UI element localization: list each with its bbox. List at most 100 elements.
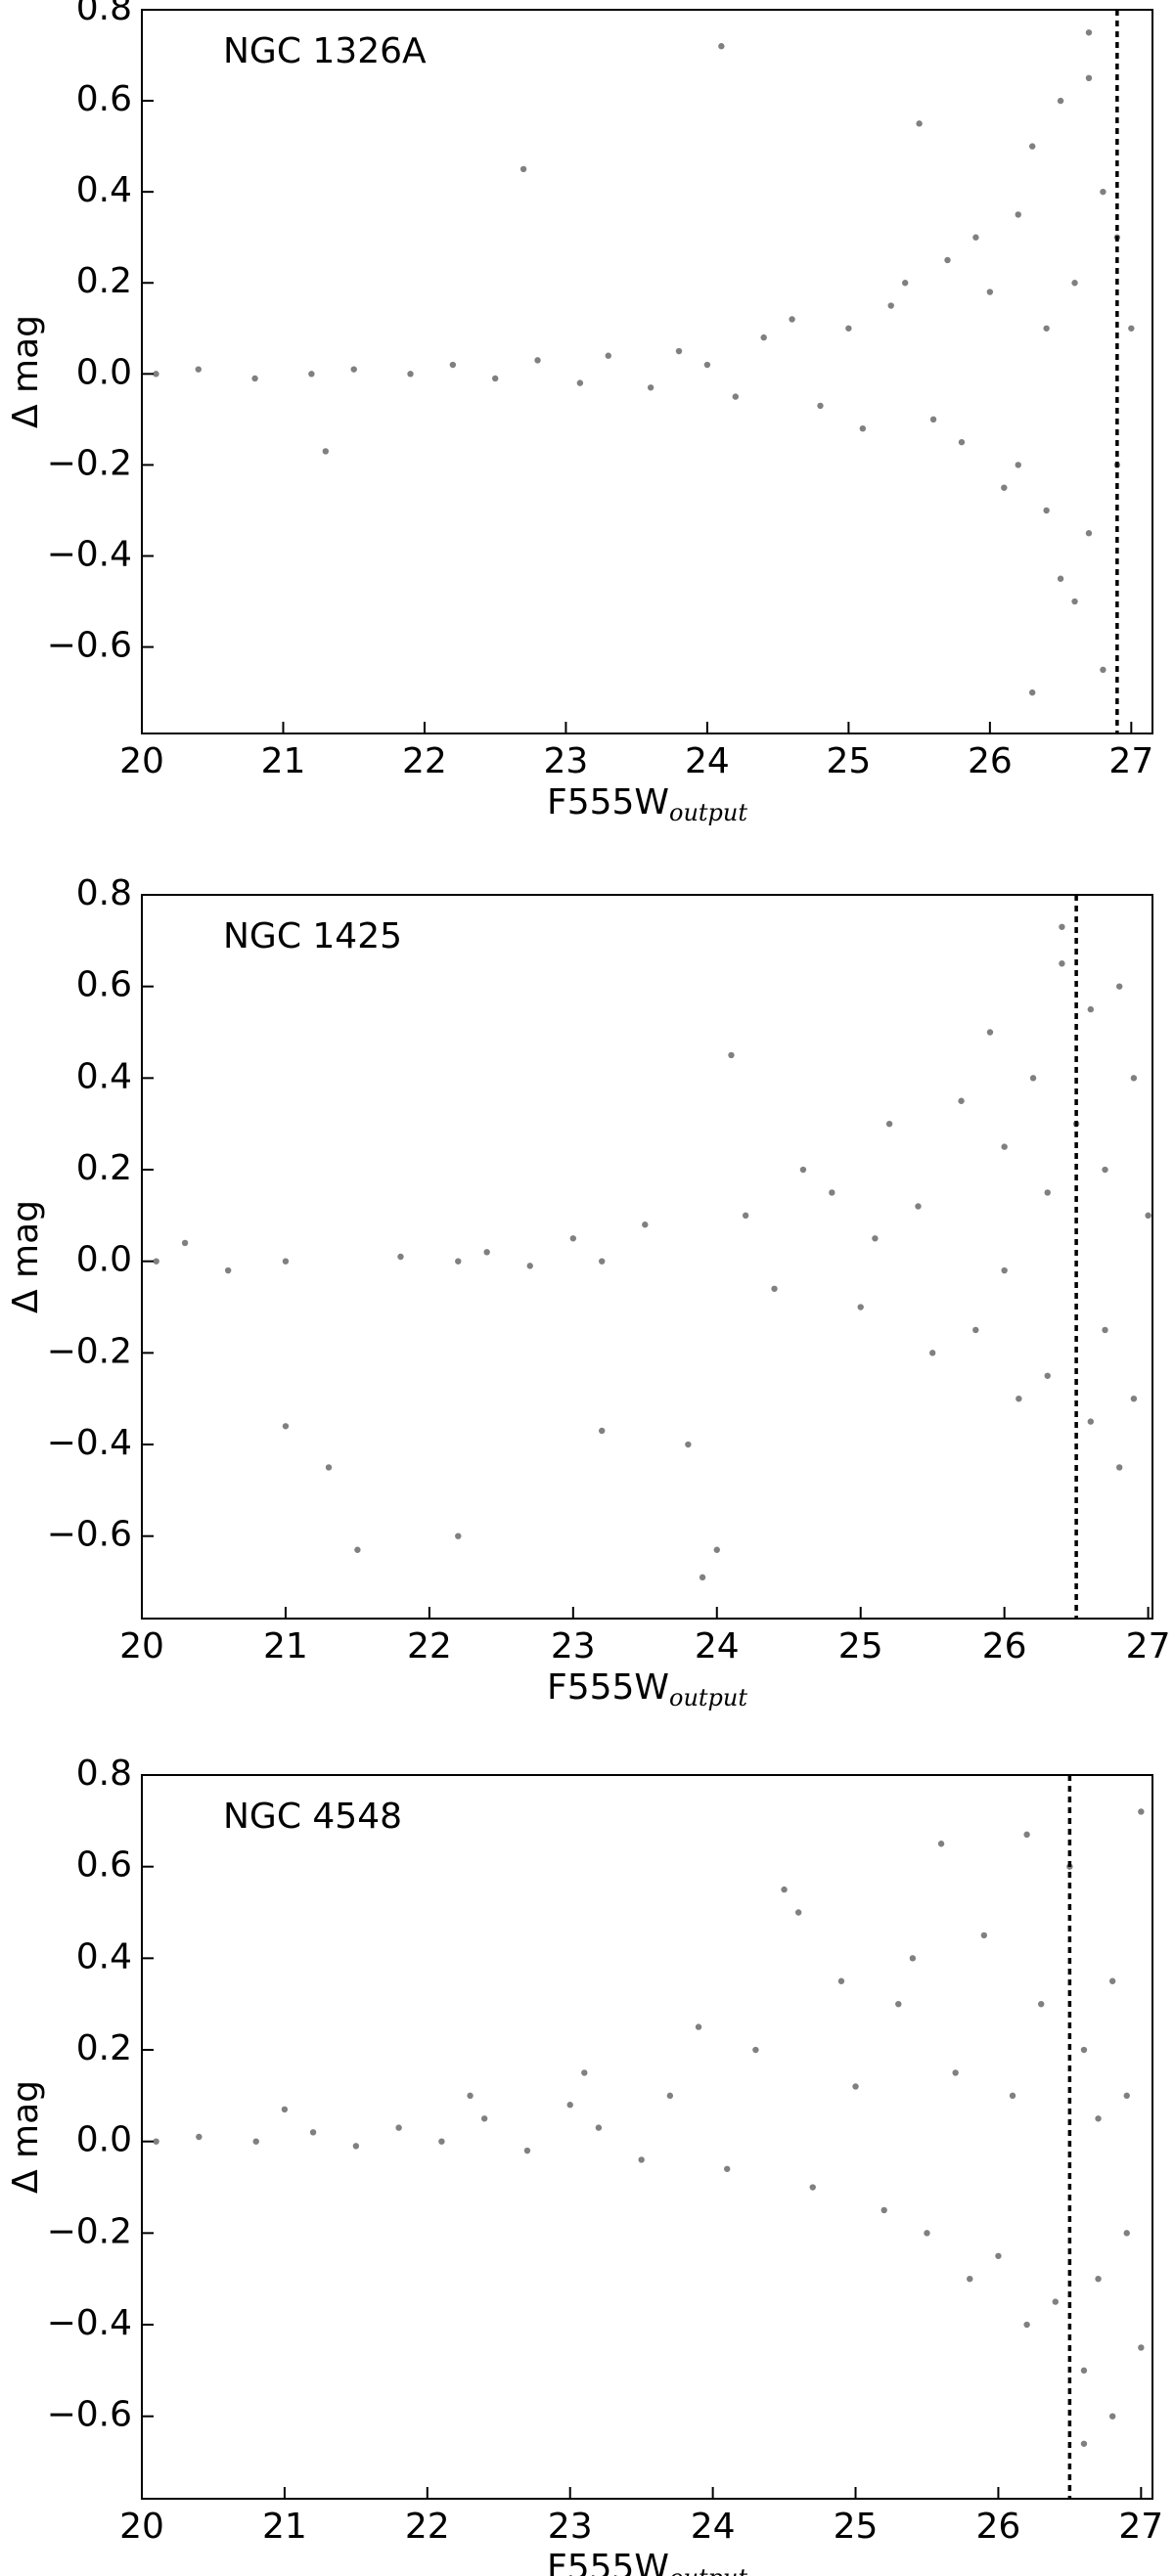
x-axis-label: F555Woutput xyxy=(547,782,747,826)
x-axis-label-sub: output xyxy=(669,799,747,826)
y-tick-label: 0.6 xyxy=(76,79,132,119)
point xyxy=(915,1203,922,1210)
point xyxy=(642,1221,649,1228)
point xyxy=(1095,2115,1102,2122)
x-tick-label: 20 xyxy=(119,741,164,781)
x-axis-label-sub: output xyxy=(669,1684,747,1711)
point xyxy=(1028,143,1036,150)
plot-frame xyxy=(141,1774,1153,2500)
point xyxy=(845,325,852,332)
x-tick-label: 20 xyxy=(119,1626,164,1666)
point xyxy=(952,2069,959,2076)
point xyxy=(967,2275,973,2283)
point xyxy=(799,1166,807,1174)
point xyxy=(781,1886,788,1893)
point xyxy=(972,1326,979,1334)
point xyxy=(1100,188,1106,196)
panel: −0.6 −0.4 −0.2 0.0 0.2 0.4 0.6 0.8 20 21 22 23 24 25 2… xyxy=(6,873,1170,1711)
point xyxy=(1001,1143,1008,1150)
point xyxy=(1102,1326,1108,1334)
x-tick-label: 27 xyxy=(1126,1626,1171,1666)
y-tick-label: −0.4 xyxy=(47,2303,132,2343)
y-tick-label: −0.2 xyxy=(47,443,132,483)
point xyxy=(995,2252,1002,2259)
point xyxy=(695,2023,702,2030)
point xyxy=(1009,2092,1016,2100)
point xyxy=(1145,1212,1151,1220)
x-tick-label: 21 xyxy=(262,2507,307,2547)
point xyxy=(397,1253,404,1261)
point xyxy=(576,379,584,386)
point xyxy=(455,1532,462,1539)
point xyxy=(1108,2413,1116,2420)
point xyxy=(771,1285,778,1292)
point xyxy=(352,2143,360,2150)
panel-title: NGC 4548 xyxy=(223,1797,402,1837)
point xyxy=(852,2083,859,2090)
point xyxy=(599,1427,606,1435)
x-tick-label: 23 xyxy=(551,1626,596,1666)
x-tick-label: 24 xyxy=(691,2507,736,2547)
point xyxy=(196,2133,203,2141)
point xyxy=(885,1120,893,1128)
point xyxy=(1015,462,1021,468)
point xyxy=(1028,688,1036,696)
point xyxy=(929,416,937,423)
point xyxy=(916,120,923,127)
point xyxy=(638,2156,645,2163)
y-tick-label: 0.6 xyxy=(76,1845,132,1886)
point xyxy=(887,302,894,309)
point xyxy=(728,1051,735,1059)
point xyxy=(491,375,499,382)
point xyxy=(1130,1395,1138,1402)
point xyxy=(760,333,767,341)
y-tick-label: 0.8 xyxy=(76,0,132,28)
point xyxy=(742,1212,749,1220)
point xyxy=(519,165,527,173)
plot-frame xyxy=(141,9,1153,734)
point xyxy=(181,1239,189,1247)
point xyxy=(718,43,725,50)
y-tick-label: −0.4 xyxy=(47,1423,132,1463)
point xyxy=(1080,2046,1088,2054)
x-axis-label: F555Woutput xyxy=(547,1667,747,1711)
point xyxy=(1116,983,1123,990)
point xyxy=(675,347,683,355)
point xyxy=(1059,923,1065,930)
point xyxy=(1057,575,1064,582)
point xyxy=(354,1546,361,1553)
y-tick-label: 0.2 xyxy=(76,2028,132,2068)
point xyxy=(732,393,739,400)
point xyxy=(958,438,966,446)
point xyxy=(153,1258,159,1265)
point xyxy=(595,2124,603,2131)
point xyxy=(153,2138,159,2145)
point xyxy=(1071,280,1078,287)
point xyxy=(829,1189,835,1196)
point xyxy=(569,1235,577,1242)
point xyxy=(685,1441,692,1448)
y-tick-label: −0.2 xyxy=(47,2211,132,2251)
plot-frame xyxy=(141,894,1153,1620)
y-tick-label: −0.6 xyxy=(47,1515,132,1555)
x-tick-label: 27 xyxy=(1108,741,1153,781)
point xyxy=(395,2124,402,2131)
point xyxy=(1023,2321,1030,2329)
point xyxy=(794,1909,802,1916)
point xyxy=(1016,1395,1022,1402)
point xyxy=(1015,211,1021,218)
x-tick-label: 25 xyxy=(838,1626,883,1666)
point xyxy=(1100,666,1106,674)
point xyxy=(901,280,909,287)
point xyxy=(647,384,655,391)
point xyxy=(195,366,202,373)
point xyxy=(1023,1831,1030,1839)
point xyxy=(308,371,315,378)
point xyxy=(480,2115,488,2122)
point xyxy=(817,402,824,410)
point xyxy=(224,1266,232,1274)
x-tick-label: 26 xyxy=(968,741,1013,781)
point xyxy=(282,1423,290,1430)
x-tick-label: 20 xyxy=(119,2507,164,2547)
